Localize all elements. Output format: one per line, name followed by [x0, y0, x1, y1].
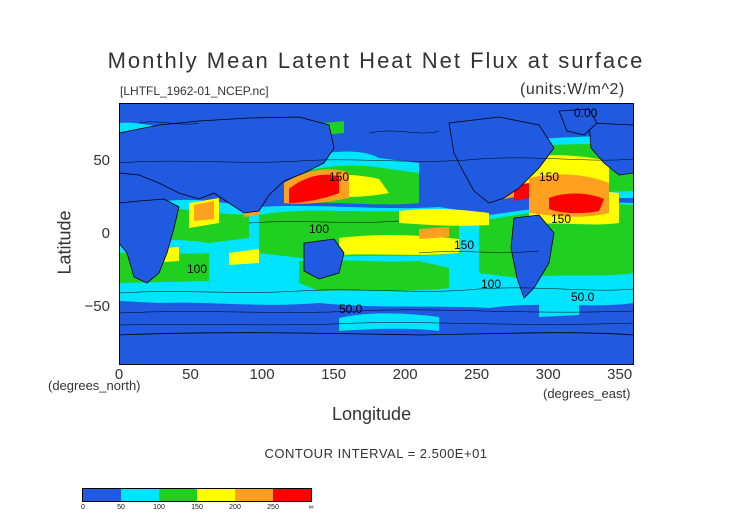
colorbar-swatch — [197, 489, 216, 501]
colorbar-label: 0 — [81, 504, 85, 511]
colorbar-swatch — [254, 489, 273, 501]
colorbar-label: ∞ — [308, 504, 314, 511]
contour-label: 150 — [454, 238, 474, 252]
contour-label: 0.00 — [574, 106, 598, 120]
colorbar-swatch — [292, 489, 311, 501]
x-tick-label: 200 — [392, 366, 418, 383]
x-tick-label: 250 — [464, 366, 490, 383]
colorbar-label: 50 — [117, 504, 125, 511]
colorbar-swatch — [216, 489, 235, 501]
colorbar-swatch — [140, 489, 159, 501]
x-axis-unit: (degrees_east) — [543, 386, 631, 401]
colorbar-frame — [82, 488, 312, 502]
x-tick-label: 150 — [321, 366, 347, 383]
contour-label: 50.0 — [571, 290, 595, 304]
contour-label: 150 — [329, 170, 349, 184]
colorbar-label: 200 — [229, 504, 241, 511]
y-axis-unit: (degrees_north) — [48, 378, 141, 393]
colorbar-swatch — [178, 489, 197, 501]
continents — [119, 108, 634, 365]
colorbar-swatch — [83, 489, 102, 501]
contour-label: 50.0 — [339, 302, 363, 316]
contour-label: 100 — [187, 262, 207, 276]
colorbar — [82, 488, 312, 502]
colorbar-swatch — [121, 489, 140, 501]
contour-label-group: 0.00 150 150 150 100 150 100 100 50.0 50… — [187, 106, 598, 316]
map-title: Monthly Mean Latent Heat Net Flux at sur… — [107, 48, 645, 73]
flux-map: 0.00 150 150 150 100 150 100 100 50.0 50… — [119, 103, 634, 365]
flux-contours-red — [289, 174, 604, 214]
colorbar-label: 250 — [267, 504, 279, 511]
file-subtitle: [LHTFL_1962-01_NCEP.nc] — [120, 84, 269, 98]
colorbar-swatch — [235, 489, 254, 501]
contour-label: 150 — [551, 212, 571, 226]
x-tick-label: 0 — [114, 366, 124, 383]
contour-label: 100 — [309, 222, 329, 236]
y-axis-title: Latitude — [54, 210, 75, 275]
colorbar-label: 150 — [191, 504, 203, 511]
x-tick-label: 350 — [607, 366, 633, 383]
units-label: (units:W/m^2) — [520, 81, 625, 98]
contour-label: 100 — [481, 277, 501, 291]
colorbar-swatch — [159, 489, 178, 501]
y-tick-label: 50 — [93, 152, 110, 170]
x-tick-label: 50 — [182, 366, 199, 383]
x-tick-label: 300 — [535, 366, 561, 383]
colorbar-swatch — [102, 489, 121, 501]
contour-interval-label: CONTOUR INTERVAL = 2.500E+01 — [264, 446, 488, 461]
y-tick-label: −50 — [84, 297, 110, 315]
colorbar-swatch — [273, 489, 292, 501]
plot-frame — [119, 103, 634, 365]
x-axis-title: Longitude — [332, 404, 412, 424]
contour-label: 150 — [539, 170, 559, 184]
x-tick-label: 100 — [249, 366, 275, 383]
colorbar-label: 100 — [153, 504, 165, 511]
contour-lines — [119, 121, 634, 326]
y-tick-label: 0 — [101, 225, 110, 242]
